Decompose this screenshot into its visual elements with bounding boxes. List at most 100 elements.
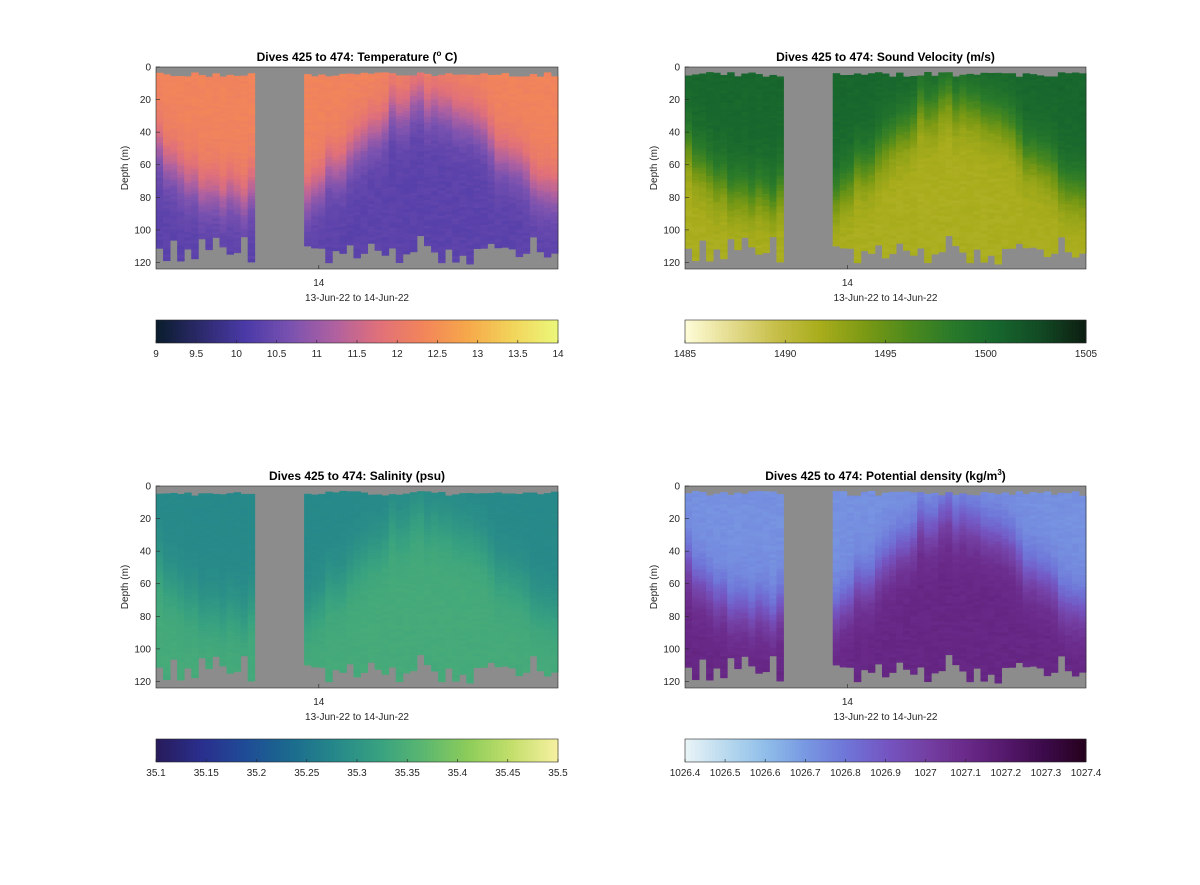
heatmap-cell [459,104,467,108]
heatmap-cell [409,160,418,164]
heatmap-cell [304,108,312,112]
heatmap-cell [699,237,707,241]
heatmap-cell [339,178,347,183]
heatmap-cell [515,184,524,189]
heatmap-cell [374,188,383,192]
heatmap-cell [522,132,531,136]
heatmap-cell [903,111,911,115]
heatmap-cell [529,207,538,211]
heatmap-cell [720,237,728,241]
heatmap-cell [734,226,742,230]
heatmap-cell [832,78,841,83]
heatmap-cell [339,115,347,120]
heatmap-cell [212,119,220,123]
heatmap-cell [720,173,728,177]
heatmap-cell [374,140,383,145]
heatmap-cell [374,96,383,100]
heatmap-cell [846,228,855,232]
heatmap-cell [846,233,855,238]
heatmap-cell [910,195,918,199]
heatmap-cell [170,169,178,173]
heatmap-cell [720,105,728,110]
heatmap-cell [304,157,312,161]
heatmap-cell [529,182,538,186]
heatmap-cell [550,250,559,254]
heatmap-cell [685,182,693,186]
heatmap-cell [395,103,404,108]
heatmap-cell [459,89,467,93]
heatmap-cell [874,196,883,200]
heatmap-cell [529,136,538,140]
heatmap-cell [325,138,333,142]
heatmap-cell [874,92,883,96]
heatmap-cell [170,114,178,118]
heatmap-cell [247,177,256,181]
heatmap-cell [727,169,735,173]
heatmap-cell [416,167,425,171]
heatmap-cell [177,251,185,256]
heatmap-cell [917,118,925,122]
heatmap-cell [325,150,333,155]
heatmap-cell [388,134,397,138]
heatmap-cell [480,99,488,103]
heatmap-cell [501,177,510,181]
heatmap-cell [332,166,340,170]
heatmap-cell [536,135,545,139]
heatmap-cell [438,171,446,176]
heatmap-cell [177,146,185,151]
heatmap-cell [706,144,714,149]
heatmap-cell [938,203,946,208]
heatmap-cell [692,235,700,240]
heatmap-cell [339,163,347,168]
heatmap-cell [720,197,728,201]
heatmap-cell [748,241,756,245]
heatmap-cell [473,202,481,206]
heatmap-cell [318,196,326,200]
heatmap-cell [938,159,946,163]
heatmap-cell [346,242,354,246]
heatmap-cell [917,239,925,243]
heatmap-cell [311,239,319,243]
heatmap-cell [903,166,911,170]
heatmap-cell [360,142,368,146]
heatmap-cell [163,248,171,252]
heatmap-cell [473,176,481,180]
heatmap-cell [536,94,545,98]
heatmap-cell [424,136,432,141]
heatmap-cell [226,179,234,183]
heatmap-cell [424,239,432,244]
heatmap-cell [685,245,693,249]
heatmap-cell [832,81,841,86]
heatmap-cell [910,132,918,137]
heatmap-cell [346,96,354,100]
heatmap-cell [170,185,178,189]
heatmap-cell [184,188,192,192]
heatmap-cell [487,190,495,194]
heatmap-cell [431,187,439,191]
heatmap-cell [332,157,340,161]
heatmap-cell [881,128,890,133]
heatmap-cell [748,142,756,146]
heatmap-cell [240,142,249,146]
heatmap-cell [762,155,770,160]
heatmap-cell [177,116,185,120]
heatmap-cell [839,158,848,162]
heatmap-cell [184,102,192,106]
heatmap-cell [233,149,242,153]
heatmap-cell [713,155,721,159]
heatmap-cell [452,149,460,154]
heatmap-cell [734,220,742,225]
heatmap-cell [720,130,728,134]
heatmap-cell [881,217,890,222]
heatmap-cell [402,161,411,166]
heatmap-cell [170,226,178,230]
heatmap-cell [692,189,700,193]
heatmap-cell [515,166,524,171]
heatmap-cell [212,174,220,178]
heatmap-cell [867,91,876,95]
heatmap-cell [466,134,474,139]
heatmap-cell [353,212,361,216]
colorbar-segment [370,320,375,343]
heatmap-cell [494,193,502,197]
heatmap-cell [550,147,559,151]
